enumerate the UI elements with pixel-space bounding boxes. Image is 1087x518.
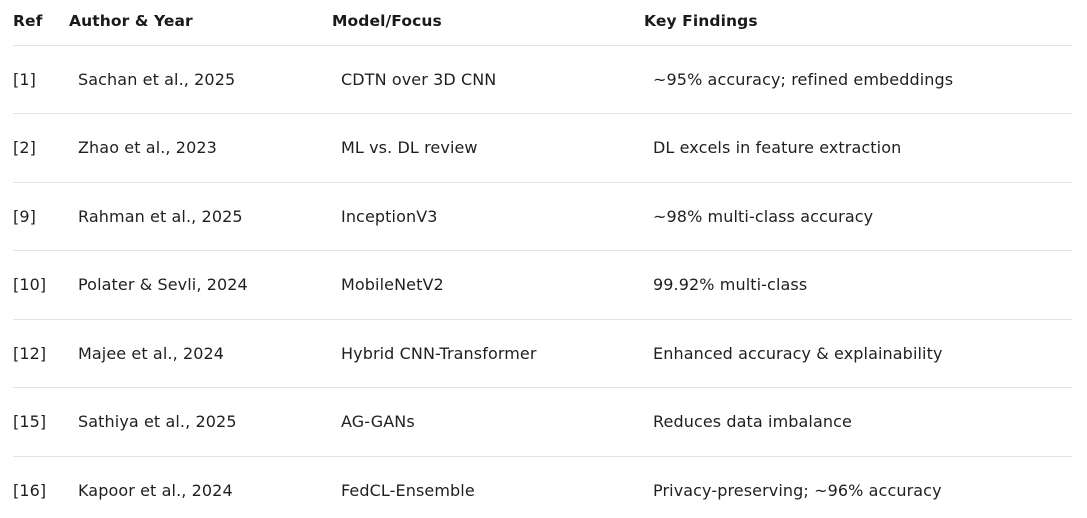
cell-ref: [9] xyxy=(13,207,36,226)
cell-model: Hybrid CNN-Transformer xyxy=(341,344,537,363)
cell-findings: Privacy-preserving; ~96% accuracy xyxy=(653,481,942,500)
cell-ref: [12] xyxy=(13,344,47,363)
cell-author: Kapoor et al., 2024 xyxy=(78,481,233,500)
cell-model: InceptionV3 xyxy=(341,207,438,226)
cell-ref: [16] xyxy=(13,481,47,500)
table-row: [12] Majee et al., 2024 Hybrid CNN-Trans… xyxy=(13,320,1072,388)
cell-ref: [2] xyxy=(13,138,36,157)
cell-model: AG-GANs xyxy=(341,412,415,431)
table-row: [10] Polater & Sevli, 2024 MobileNetV2 9… xyxy=(13,251,1072,320)
cell-findings: Enhanced accuracy & explainability xyxy=(653,344,943,363)
table-header-row: Ref Author & Year Model/Focus Key Findin… xyxy=(13,0,1072,46)
cell-ref: [10] xyxy=(13,275,47,294)
cell-author: Majee et al., 2024 xyxy=(78,344,225,363)
cell-author: Sathiya et al., 2025 xyxy=(78,412,237,431)
cell-findings: ~98% multi-class accuracy xyxy=(653,207,874,226)
table-row: [2] Zhao et al., 2023 ML vs. DL review D… xyxy=(13,114,1072,183)
cell-findings: ~95% accuracy; refined embeddings xyxy=(653,70,954,89)
header-model-focus: Model/Focus xyxy=(332,12,442,30)
cell-author: Rahman et al., 2025 xyxy=(78,207,243,226)
table-row: [1] Sachan et al., 2025 CDTN over 3D CNN… xyxy=(13,46,1072,114)
header-ref: Ref xyxy=(13,12,43,30)
cell-model: MobileNetV2 xyxy=(341,275,444,294)
cell-model: CDTN over 3D CNN xyxy=(341,70,497,89)
cell-ref: [1] xyxy=(13,70,36,89)
header-author-year: Author & Year xyxy=(69,12,193,30)
cell-findings: 99.92% multi-class xyxy=(653,275,808,294)
header-key-findings: Key Findings xyxy=(644,12,758,30)
cell-findings: DL excels in feature extraction xyxy=(653,138,902,157)
cell-author: Zhao et al., 2023 xyxy=(78,138,217,157)
cell-findings: Reduces data imbalance xyxy=(653,412,852,431)
cell-model: FedCL-Ensemble xyxy=(341,481,475,500)
cell-author: Sachan et al., 2025 xyxy=(78,70,236,89)
table-row: [15] Sathiya et al., 2025 AG-GANs Reduce… xyxy=(13,388,1072,457)
table-row: [9] Rahman et al., 2025 InceptionV3 ~98%… xyxy=(13,183,1072,251)
cell-author: Polater & Sevli, 2024 xyxy=(78,275,248,294)
table-row: [16] Kapoor et al., 2024 FedCL-Ensemble … xyxy=(13,457,1072,518)
cell-model: ML vs. DL review xyxy=(341,138,478,157)
cell-ref: [15] xyxy=(13,412,47,431)
